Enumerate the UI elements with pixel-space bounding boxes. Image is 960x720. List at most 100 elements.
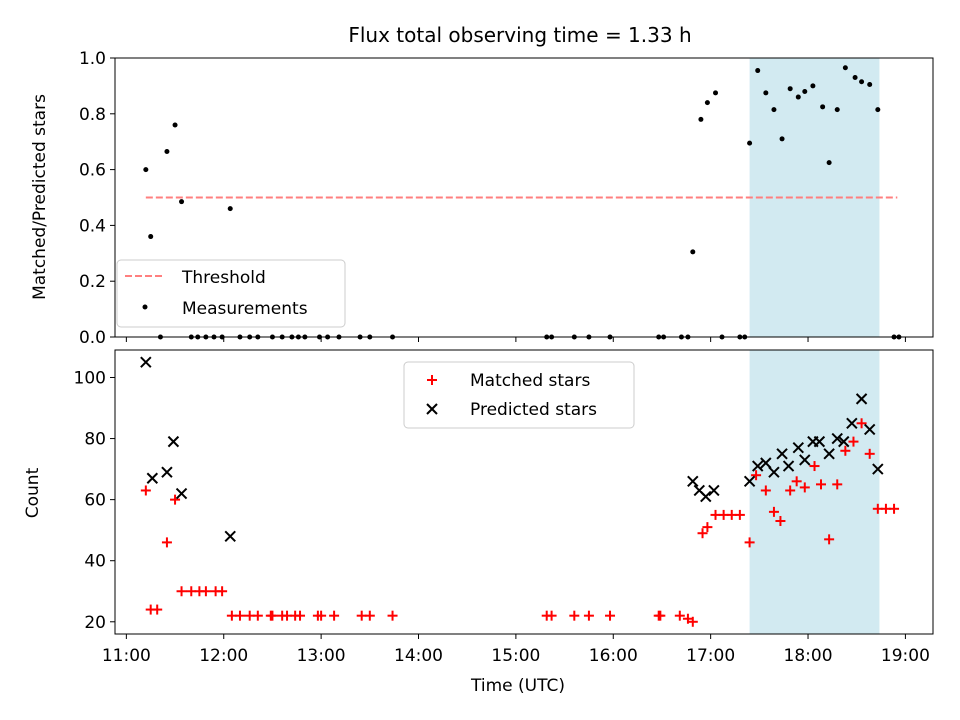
matched-star-point bbox=[799, 482, 810, 493]
bottom-y-tick-label: 80 bbox=[84, 430, 106, 450]
bottom-x-tick-label: 19:00 bbox=[881, 646, 930, 666]
predicted-star-point bbox=[863, 423, 876, 436]
bottom-shaded-span bbox=[749, 350, 880, 634]
predicted-star-point bbox=[140, 356, 152, 368]
bottom-x-tick-label: 14:00 bbox=[394, 646, 443, 666]
matched-star-point bbox=[569, 610, 580, 621]
matched-star-point bbox=[546, 610, 557, 621]
top-y-tick-label: 0.2 bbox=[79, 272, 106, 292]
matched-star-point bbox=[775, 516, 786, 527]
matched-star-point bbox=[785, 485, 796, 496]
bottom-x-tick-label: 18:00 bbox=[784, 646, 833, 666]
legend-threshold-label: Threshold bbox=[181, 268, 266, 288]
measurement-point bbox=[810, 83, 816, 89]
bottom-y-ticks: 20 40 60 80 100 bbox=[74, 368, 115, 633]
matched-star-point bbox=[387, 610, 398, 621]
measurement-point bbox=[795, 94, 801, 100]
predicted-star-point bbox=[855, 393, 868, 405]
measurement-point bbox=[842, 65, 848, 71]
bottom-axes-frame bbox=[114, 349, 934, 635]
legend-matched-label: Matched stars bbox=[470, 371, 590, 391]
measurement-point bbox=[704, 100, 710, 106]
matched-star-point bbox=[809, 461, 820, 472]
bottom-legend: Matched stars Predicted stars bbox=[403, 361, 635, 429]
matched-star-point bbox=[583, 610, 594, 621]
predicted-star-point bbox=[768, 466, 780, 478]
top-y-tick-label: 0.0 bbox=[79, 328, 106, 348]
bottom-legend-box bbox=[403, 361, 635, 429]
matched-star-point bbox=[267, 610, 278, 621]
matched-star-point bbox=[329, 610, 340, 621]
matched-star-point bbox=[856, 418, 867, 429]
top-y-tick-label: 0.6 bbox=[79, 161, 106, 181]
predicted-star-point bbox=[782, 460, 795, 472]
measurement-point bbox=[787, 86, 793, 92]
bottom-x-ticks: 11:00 12:00 13:00 14:00 15:00 16:00 17:00 18:00… bbox=[102, 634, 930, 666]
predicted-star-point bbox=[823, 448, 835, 460]
bottom-x-axis-label: Time (UTC) bbox=[470, 676, 565, 696]
predicted-star-point bbox=[167, 435, 180, 448]
legend-predicted-swatch bbox=[426, 403, 438, 415]
matched-star-point bbox=[295, 610, 306, 621]
top-axes-frame bbox=[114, 57, 934, 338]
top-y-ticks: 0.0 0.2 0.4 0.6 0.8 1.0 bbox=[79, 49, 115, 348]
predicted-star-point bbox=[743, 475, 756, 488]
predicted-star-point bbox=[687, 475, 699, 488]
matched-star-point bbox=[864, 448, 875, 459]
matched-star-point bbox=[832, 479, 843, 490]
top-panel: 0.0 0.2 0.4 0.6 0.8 1.0 Flux total observing … bbox=[30, 23, 934, 348]
bottom-x-tick-label: 13:00 bbox=[297, 646, 346, 666]
matched-star-point bbox=[200, 586, 211, 597]
legend-measurements-label: Measurements bbox=[182, 299, 308, 319]
matched-star-point bbox=[760, 485, 771, 496]
matched-star-point bbox=[751, 470, 762, 481]
predicted-star-point bbox=[792, 442, 804, 454]
matched-star-point bbox=[816, 479, 827, 490]
predicted-star-point bbox=[799, 454, 811, 466]
matched-star-point bbox=[252, 610, 263, 621]
bottom-x-tick-label: 17:00 bbox=[686, 646, 735, 666]
predicted-star-point bbox=[175, 487, 188, 500]
bottom-x-tick-label: 12:00 bbox=[199, 646, 248, 666]
top-y-tick-label: 0.4 bbox=[79, 216, 106, 236]
top-legend-box bbox=[116, 259, 346, 328]
matched-star-point bbox=[364, 610, 375, 621]
matched-star-point bbox=[744, 537, 755, 548]
matched-star-point bbox=[702, 522, 713, 533]
matched-star-point bbox=[697, 528, 708, 539]
matched-star-point bbox=[316, 610, 327, 621]
measurement-point bbox=[143, 167, 149, 173]
matched-star-point bbox=[176, 586, 187, 597]
measurement-point bbox=[227, 206, 233, 212]
bottom-x-tick-label: 11:00 bbox=[102, 646, 151, 666]
predicted-star-point bbox=[708, 484, 720, 497]
predicted-star-point bbox=[224, 530, 236, 542]
measurement-point bbox=[802, 88, 808, 94]
matched-stars-points bbox=[140, 418, 900, 627]
measurement-point bbox=[763, 90, 769, 96]
bottom-y-tick-label: 100 bbox=[74, 368, 106, 388]
matched-star-point bbox=[840, 445, 851, 456]
predicted-star-point bbox=[760, 457, 772, 469]
measurement-point bbox=[747, 140, 753, 146]
measurement-point bbox=[875, 107, 881, 113]
predicted-star-point bbox=[831, 432, 843, 445]
measurement-point bbox=[148, 234, 154, 240]
measurement-point bbox=[826, 160, 832, 166]
top-chart-title: Flux total observing time = 1.33 h bbox=[348, 23, 691, 47]
measurement-point bbox=[779, 136, 785, 142]
bottom-y-tick-label: 20 bbox=[84, 613, 106, 633]
predicted-star-point bbox=[146, 472, 159, 484]
matched-star-point bbox=[217, 586, 228, 597]
predicted-star-point bbox=[872, 463, 884, 475]
predicted-star-point bbox=[813, 435, 826, 448]
top-x-ticks bbox=[125, 337, 906, 342]
predicted-star-point bbox=[752, 460, 764, 472]
top-legend: Threshold Measurements bbox=[116, 259, 346, 328]
measurement-point bbox=[698, 116, 704, 122]
matched-star-point bbox=[605, 610, 616, 621]
measurement-point bbox=[852, 75, 858, 81]
measurement-point bbox=[859, 79, 865, 85]
predicted-stars-points bbox=[140, 356, 884, 542]
